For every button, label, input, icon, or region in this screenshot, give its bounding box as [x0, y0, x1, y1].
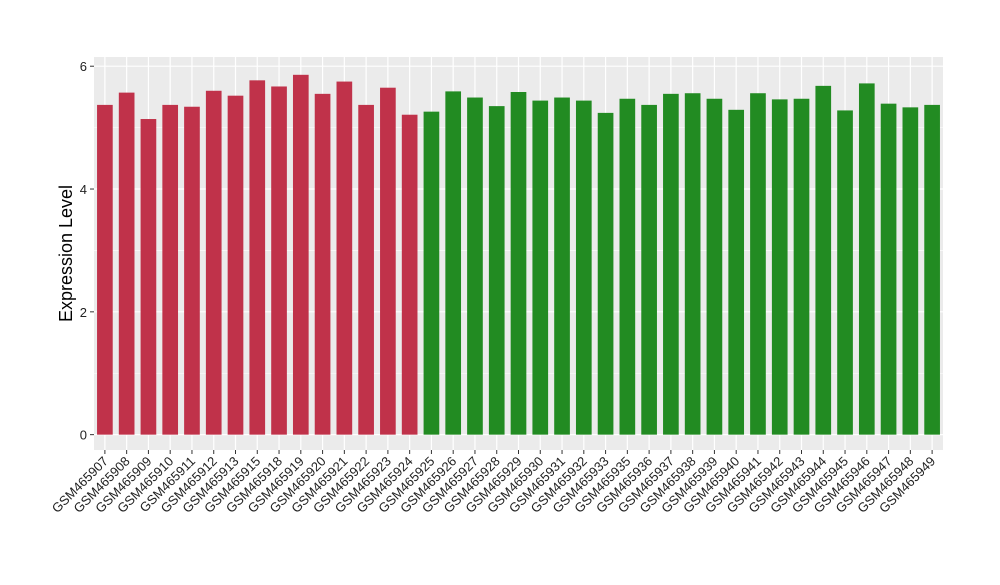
- bar-GSM465929[interactable]: [510, 92, 527, 435]
- bar-GSM465942[interactable]: [771, 99, 788, 435]
- bar-GSM465940[interactable]: [728, 109, 745, 435]
- bar-GSM465928[interactable]: [488, 106, 505, 435]
- bar-GSM465943[interactable]: [793, 98, 810, 435]
- bar-GSM465937[interactable]: [663, 93, 679, 435]
- bar-GSM465944[interactable]: [815, 85, 832, 435]
- bar-GSM465922[interactable]: [358, 104, 374, 435]
- bar-GSM465931[interactable]: [554, 97, 570, 435]
- bar-GSM465913[interactable]: [227, 95, 244, 435]
- bar-GSM465927[interactable]: [467, 97, 483, 435]
- bar-GSM465947[interactable]: [880, 103, 897, 435]
- y-tick-label: 4: [80, 182, 87, 197]
- bar-GSM465919[interactable]: [292, 74, 309, 435]
- bar-GSM465925[interactable]: [423, 111, 440, 435]
- bar-GSM465939[interactable]: [706, 98, 723, 435]
- bar-GSM465923[interactable]: [380, 87, 396, 435]
- bar-GSM465912[interactable]: [205, 90, 222, 435]
- y-tick-label: 0: [80, 428, 87, 443]
- bar-GSM465924[interactable]: [401, 114, 418, 435]
- bar-GSM465920[interactable]: [314, 93, 331, 435]
- bar-GSM465908[interactable]: [118, 92, 135, 435]
- bar-GSM465948[interactable]: [902, 107, 919, 435]
- bar-GSM465946[interactable]: [858, 83, 875, 435]
- y-tick-label: 2: [80, 305, 87, 320]
- y-tick-label: 6: [80, 59, 87, 74]
- bar-GSM465907[interactable]: [97, 104, 113, 435]
- bar-GSM465932[interactable]: [575, 100, 592, 435]
- bar-GSM465926[interactable]: [445, 91, 462, 435]
- bar-GSM465915[interactable]: [249, 80, 266, 435]
- bar-GSM465918[interactable]: [271, 86, 287, 435]
- bar-GSM465949[interactable]: [924, 104, 940, 435]
- bar-GSM465935[interactable]: [619, 98, 636, 435]
- y-axis-title: Expression Level: [56, 185, 76, 322]
- bar-GSM465941[interactable]: [750, 93, 766, 435]
- bar-GSM465911[interactable]: [184, 106, 200, 435]
- bar-GSM465930[interactable]: [532, 100, 549, 435]
- bar-GSM465921[interactable]: [336, 81, 353, 435]
- bar-GSM465909[interactable]: [140, 119, 157, 435]
- bar-GSM465936[interactable]: [641, 104, 657, 435]
- bar-GSM465910[interactable]: [162, 104, 179, 435]
- bar-GSM465945[interactable]: [837, 110, 853, 435]
- bar-GSM465933[interactable]: [597, 112, 614, 435]
- bar-GSM465938[interactable]: [684, 93, 701, 435]
